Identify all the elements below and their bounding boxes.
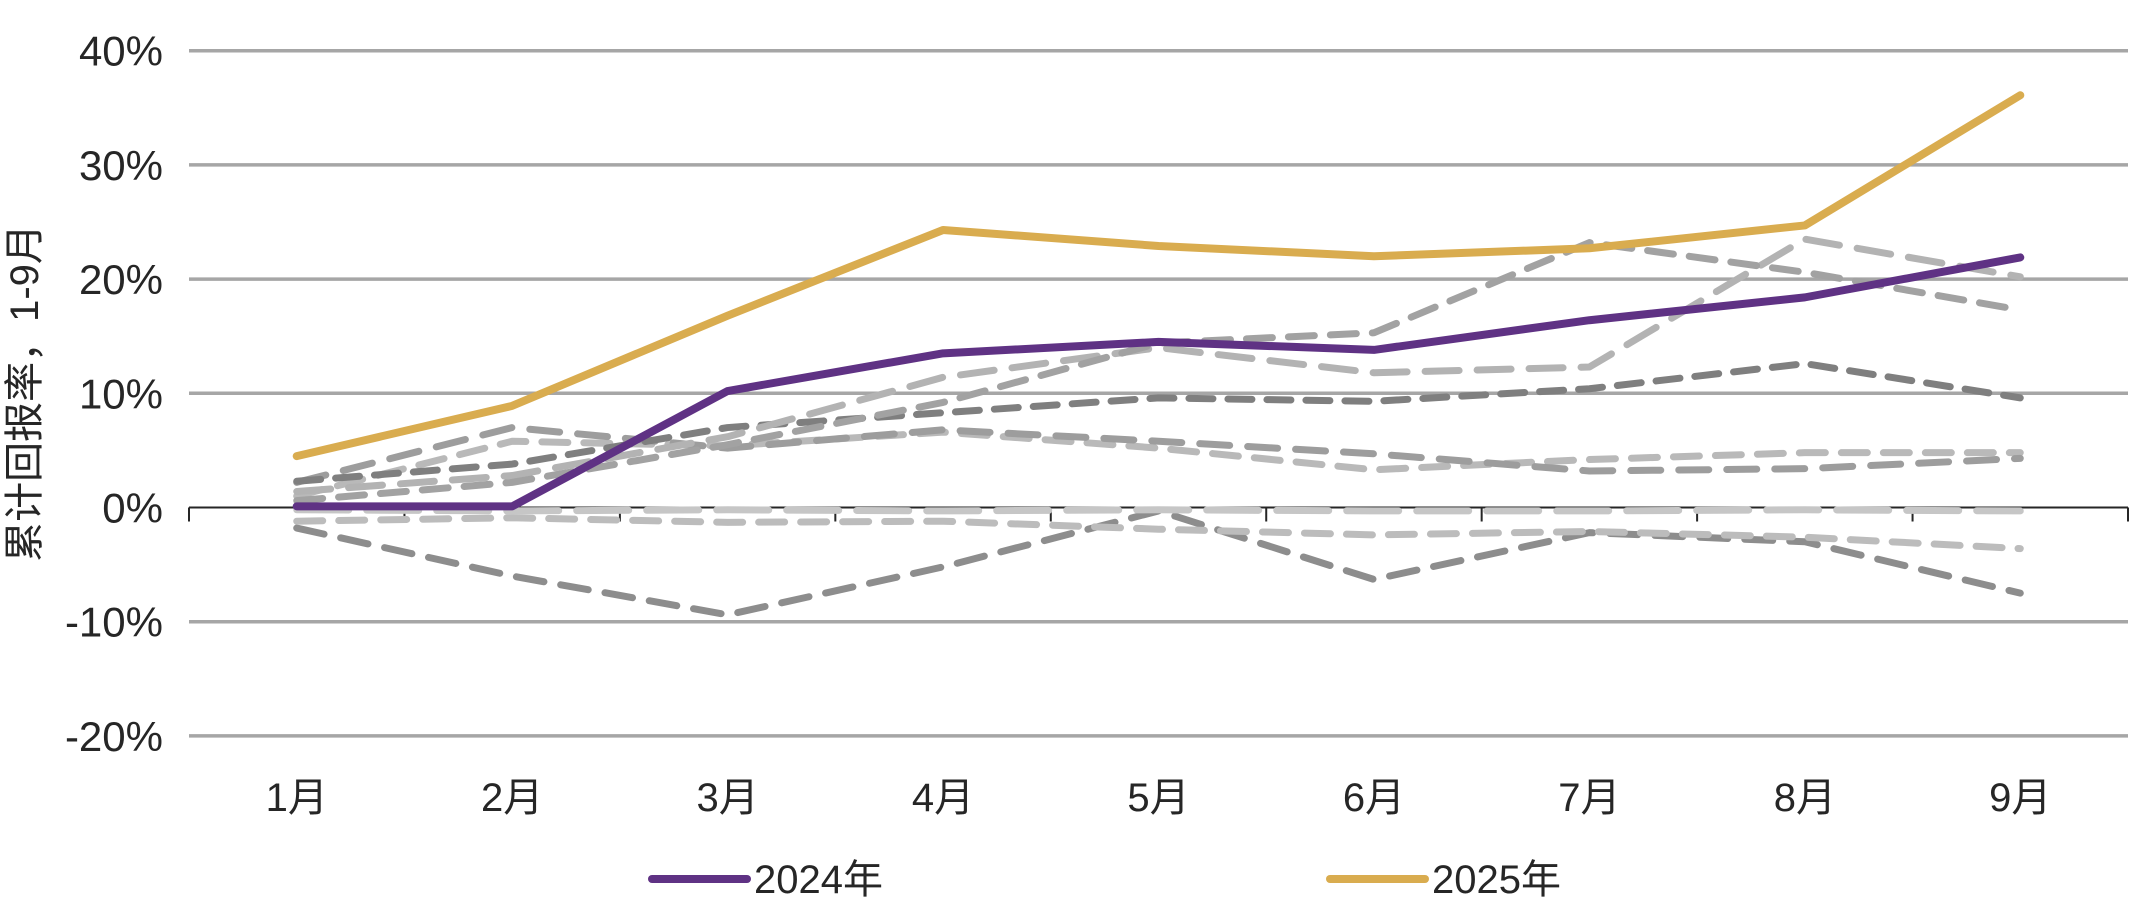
gridlines [189, 48, 2128, 738]
historical-line-h5 [293, 239, 2024, 505]
y-tick-label--10%: -10% [65, 599, 163, 646]
x-month-label-9月: 9月 [1989, 776, 2051, 820]
y-axis-tick-labels: 40% 30% 20% 10% 0% -10% -20% [65, 28, 163, 760]
historical-line-h3 [293, 360, 2024, 485]
x-month-label-7月: 7月 [1558, 776, 1620, 820]
x-month-label-8月: 8月 [1774, 776, 1836, 820]
series-line-2025年 [292, 91, 2025, 461]
y-tick-label-10%: 10% [79, 370, 163, 417]
y-tick-label-40%: 40% [79, 28, 163, 75]
x-month-label-2月: 2月 [481, 776, 543, 820]
historical-line-h1 [293, 428, 2024, 500]
historical-line-h8 [293, 506, 2024, 515]
x-axis-month-labels: 1月 2月 3月 4月 5月 6月 7月 8月 9月 [266, 776, 2052, 820]
legend-2025-label: 2025年 [1432, 858, 1561, 902]
main-series-lines [292, 91, 2025, 511]
historical-line-h2 [293, 424, 2024, 486]
x-month-label-1月: 1月 [266, 776, 328, 820]
x-month-label-3月: 3月 [696, 776, 758, 820]
legend-2024-label: 2024年 [754, 858, 883, 902]
series-line-2024年 [292, 253, 2025, 511]
y-tick-label-30%: 30% [79, 142, 163, 189]
historical-line-h7 [293, 514, 2024, 553]
historical-year-lines [293, 235, 2024, 619]
y-tick-label-20%: 20% [79, 256, 163, 303]
legend: 2024年 2025年 [648, 858, 1561, 902]
historical-line-h4 [293, 235, 2024, 496]
y-tick-label--20%: -20% [65, 713, 163, 760]
x-month-label-6月: 6月 [1343, 776, 1405, 820]
y-tick-label-0%: 0% [102, 485, 163, 532]
x-month-label-5月: 5月 [1127, 776, 1189, 820]
y-axis-title: 累计回报率，1-9月 [3, 224, 47, 562]
x-month-label-4月: 4月 [912, 776, 974, 820]
